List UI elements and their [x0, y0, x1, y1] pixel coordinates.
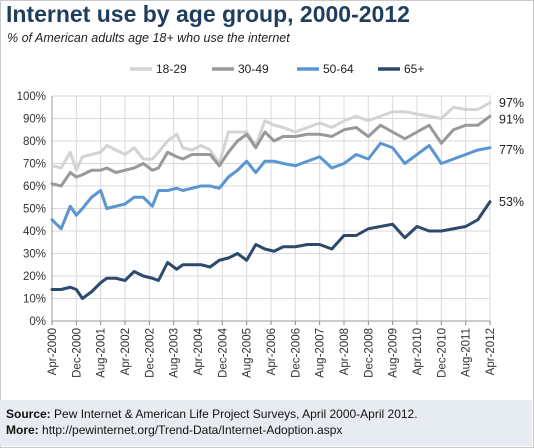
y-tick-label: 20% — [23, 271, 46, 283]
source-note: Source: Pew Internet & American Life Pro… — [6, 407, 418, 421]
x-tick-label: Apr-2010 — [412, 328, 424, 375]
chart-subtitle: % of American adults age 18+ who use the… — [7, 31, 290, 45]
y-tick-label: 40% — [23, 226, 46, 238]
source-text: Pew Internet & American Life Project Sur… — [54, 407, 418, 421]
y-tick-label: 10% — [23, 294, 46, 306]
end-label-30-49: 91% — [499, 112, 524, 126]
x-tick-label: Dec-2004 — [217, 327, 229, 377]
legend-label-30-49: 30-49 — [238, 62, 269, 76]
series-line-50-64 — [50, 141, 492, 231]
x-tick-label: Aug-2007 — [315, 328, 327, 378]
chart-title: Internet use by age group, 2000-2012 — [6, 1, 410, 27]
y-tick-label: 80% — [23, 136, 46, 148]
x-tick-label: Dec-2006 — [290, 328, 302, 378]
legend-label-65+: 65+ — [404, 62, 424, 76]
more-link[interactable]: http://pewinternet.org/Trend-Data/Intern… — [42, 423, 343, 437]
x-tick-label: Aug-2005 — [242, 328, 254, 378]
x-tick-label: Aug-2009 — [388, 328, 400, 378]
x-tick-label: Apr-2000 — [47, 328, 59, 375]
end-label-18-29: 97% — [499, 96, 524, 110]
line-chart: 0% 10% 20% 30% 40% 50% 60% 70% 80% 90% 100% Apr-200… — [17, 62, 524, 378]
y-tick-label: 30% — [23, 249, 46, 261]
legend-label-18-29: 18-29 — [156, 62, 187, 76]
series-line-30-49 — [50, 114, 492, 188]
x-tick-label: Apr-2012 — [485, 328, 497, 375]
y-tick-label: 100% — [17, 91, 46, 103]
end-label-50-64: 77% — [499, 143, 524, 157]
footer-panel — [0, 400, 532, 446]
more-note: More: http://pewinternet.org/Trend-Data/… — [6, 423, 342, 437]
y-tick-label: 60% — [23, 181, 46, 193]
end-label-65+: 53% — [499, 195, 524, 209]
x-tick-label: Aug-2011 — [461, 328, 473, 377]
x-tick-label: Dec-2008 — [363, 328, 375, 378]
source-label: Source: — [6, 407, 51, 421]
x-tick-label: Aug-2001 — [96, 328, 108, 378]
more-label: More: — [6, 423, 39, 437]
y-tick-label: 50% — [23, 204, 46, 216]
x-tick-label: Apr-2002 — [120, 328, 132, 375]
x-tick-label: Apr-2004 — [193, 327, 205, 375]
x-tick-label: Dec-2010 — [436, 328, 448, 378]
x-tick-label: Apr-2008 — [339, 328, 351, 375]
y-tick-label: 0% — [29, 316, 46, 328]
x-tick-label: Aug-2003 — [169, 328, 181, 378]
y-tick-label: 90% — [23, 114, 46, 126]
x-tick-label: Dec-2000 — [71, 328, 83, 378]
x-tick-label: Dec-2002 — [144, 328, 156, 378]
x-tick-label: Apr-2006 — [266, 328, 278, 375]
legend-label-50-64: 50-64 — [323, 62, 354, 76]
y-tick-label: 70% — [23, 159, 46, 171]
series-line-65+ — [50, 200, 492, 300]
series-line-18-29 — [50, 101, 492, 172]
